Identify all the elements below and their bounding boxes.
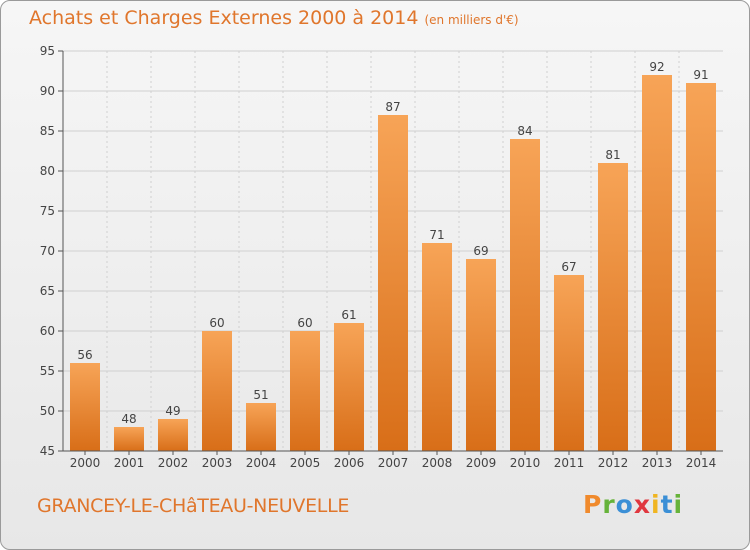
y-tick-label: 60 <box>40 324 55 338</box>
y-tick-label: 45 <box>40 444 55 458</box>
data-label: 91 <box>693 68 708 82</box>
bar-2012 <box>598 163 628 451</box>
x-tick-label: 2009 <box>466 456 497 470</box>
data-label: 71 <box>429 228 444 242</box>
bar-2002 <box>158 419 188 451</box>
x-tick-label: 2002 <box>158 456 189 470</box>
data-label: 67 <box>561 260 576 274</box>
data-label: 48 <box>121 412 136 426</box>
bars <box>70 75 716 451</box>
y-tick-label: 85 <box>40 124 55 138</box>
data-label: 81 <box>605 148 620 162</box>
chart-title-text: Achats et Charges Externes 2000 à 2014 <box>29 7 419 29</box>
data-label: 49 <box>165 404 180 418</box>
x-tick-label: 2003 <box>202 456 233 470</box>
chart-unit: (en milliers d'€) <box>424 13 519 27</box>
y-tick-label: 80 <box>40 164 55 178</box>
bar-2003 <box>202 331 232 451</box>
x-tick-label: 2006 <box>334 456 365 470</box>
bar-2001 <box>114 427 144 451</box>
bar-2011 <box>554 275 584 451</box>
axes: 45 50 55 60 65 70 75 80 85 90 95 2000 2001 2002 2003 20… <box>40 44 723 470</box>
x-tick-label: 2013 <box>642 456 673 470</box>
x-tick-label: 2012 <box>598 456 629 470</box>
y-tick-label: 75 <box>40 204 55 218</box>
x-tick-label: 2005 <box>290 456 321 470</box>
bar-2007 <box>378 115 408 451</box>
data-label: 92 <box>649 60 664 74</box>
x-tick-label: 2001 <box>114 456 145 470</box>
x-tick-label: 2008 <box>422 456 453 470</box>
data-label: 60 <box>297 316 312 330</box>
y-tick-label: 90 <box>40 84 55 98</box>
data-label: 56 <box>77 348 92 362</box>
chart-title: Achats et Charges Externes 2000 à 2014 (e… <box>29 7 519 29</box>
data-label: 87 <box>385 100 400 114</box>
data-label: 69 <box>473 244 488 258</box>
data-labels: 56 48 49 60 51 60 61 87 71 69 84 67 81 92 91 <box>77 60 708 426</box>
y-tick-label: 70 <box>40 244 55 258</box>
y-tick-label: 50 <box>40 404 55 418</box>
bar-2009 <box>466 259 496 451</box>
commune-name: GRANCEY-LE-CHâTEAU-NEUVELLE <box>37 495 350 517</box>
y-tick-label: 55 <box>40 364 55 378</box>
bar-2013 <box>642 75 672 451</box>
bar-2008 <box>422 243 452 451</box>
x-tick-label: 2014 <box>686 456 717 470</box>
data-label: 84 <box>517 124 532 138</box>
x-tick-label: 2011 <box>554 456 585 470</box>
x-tick-label: 2007 <box>378 456 409 470</box>
x-tick-label: 2004 <box>246 456 277 470</box>
bar-2000 <box>70 363 100 451</box>
x-tick-label: 2000 <box>70 456 101 470</box>
bar-2010 <box>510 139 540 451</box>
proxiti-logo: Proxiti <box>583 490 684 519</box>
data-label: 60 <box>209 316 224 330</box>
bar-2004 <box>246 403 276 451</box>
bar-2006 <box>334 323 364 451</box>
y-tick-label: 65 <box>40 284 55 298</box>
data-label: 61 <box>341 308 356 322</box>
bar-2005 <box>290 331 320 451</box>
x-tick-label: 2010 <box>510 456 541 470</box>
data-label: 51 <box>253 388 268 402</box>
y-tick-label: 95 <box>40 44 55 58</box>
bar-2014 <box>686 83 716 451</box>
